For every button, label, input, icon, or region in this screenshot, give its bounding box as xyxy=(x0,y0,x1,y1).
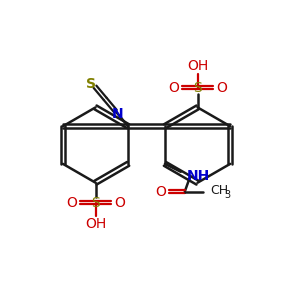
Text: S: S xyxy=(86,77,96,91)
Text: O: O xyxy=(66,196,77,209)
Text: N: N xyxy=(112,107,123,121)
Text: O: O xyxy=(216,81,227,94)
Text: O: O xyxy=(156,184,167,199)
Text: OH: OH xyxy=(85,217,106,231)
Text: OH: OH xyxy=(187,59,208,73)
Text: S: S xyxy=(91,196,100,209)
Text: O: O xyxy=(114,196,125,209)
Text: S: S xyxy=(193,81,202,94)
Text: 3: 3 xyxy=(224,190,230,200)
Text: CH: CH xyxy=(211,184,229,197)
Text: NH: NH xyxy=(187,169,210,183)
Text: O: O xyxy=(168,81,179,94)
